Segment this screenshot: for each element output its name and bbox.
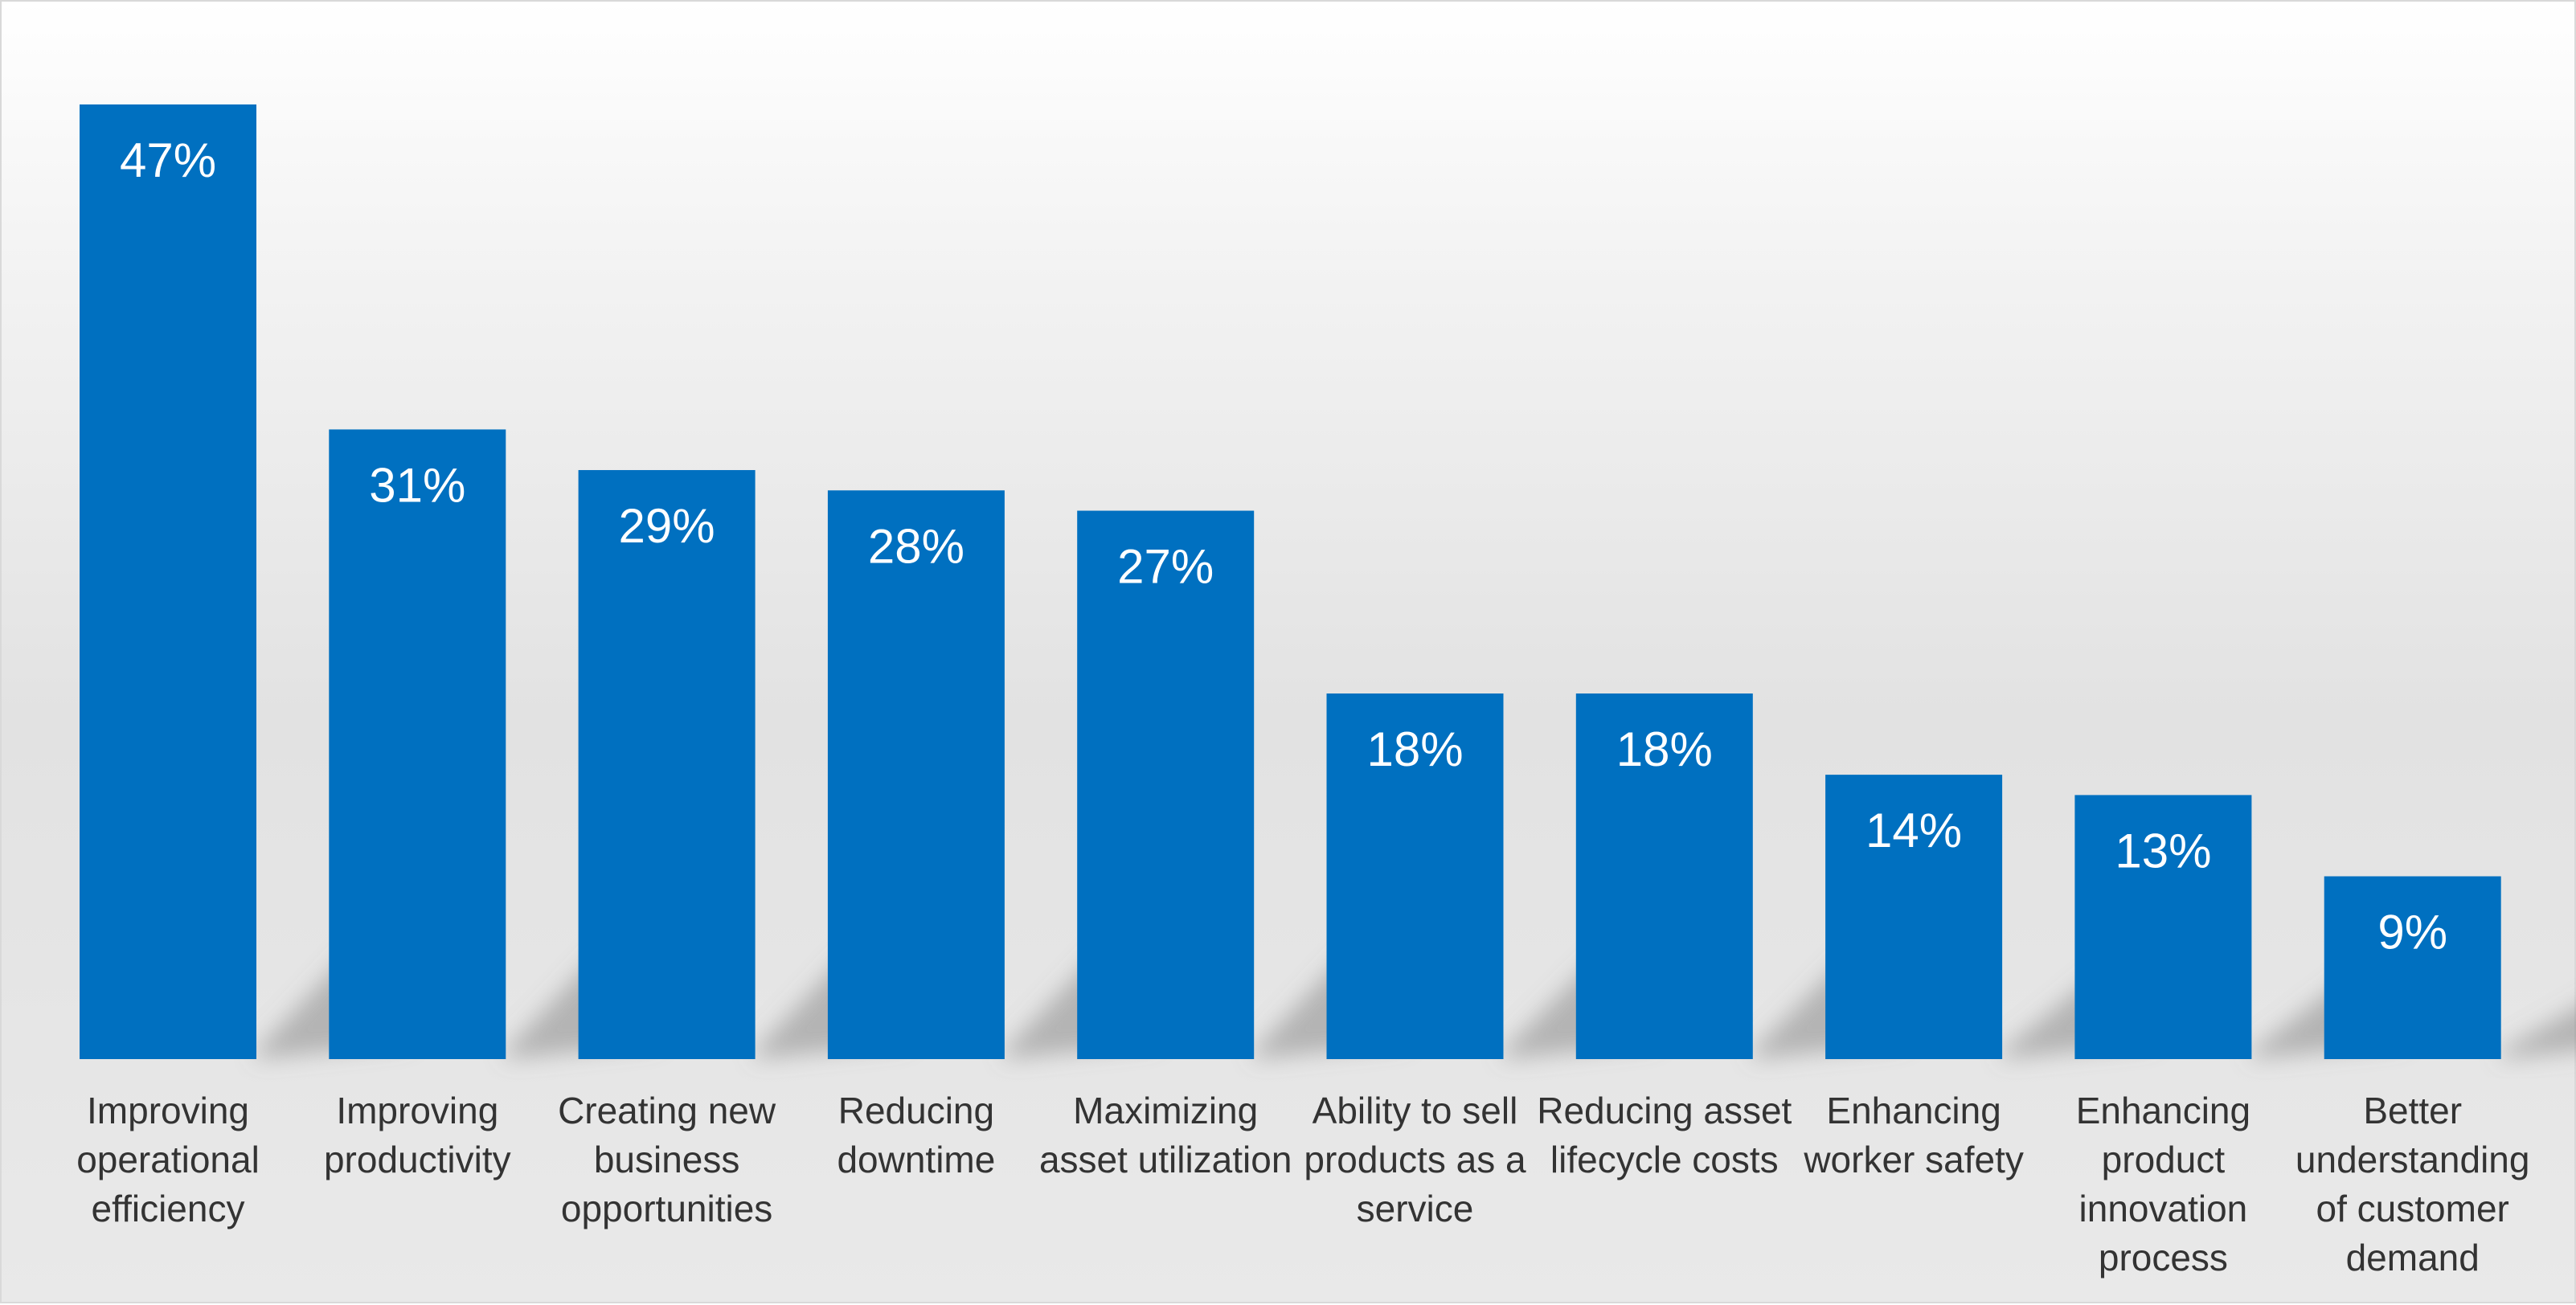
category-label-line: product	[2102, 1139, 2226, 1180]
category-labels-group: Improving operational efficiency Improving p…	[76, 1090, 2529, 1278]
category-label-line: Reducing	[838, 1090, 994, 1131]
category-label: Reducing downtime	[837, 1090, 995, 1180]
bar-value-label: 47%	[120, 133, 216, 187]
category-label: Enhancing product innovation process	[2076, 1090, 2250, 1278]
category-label: Enhancing worker safety	[1803, 1090, 2024, 1180]
category-label: Improving operational efficiency	[76, 1090, 260, 1229]
category-label-line: Improving	[336, 1090, 498, 1131]
bar-9	[2074, 795, 2252, 1059]
category-label-line: innovation	[2079, 1188, 2248, 1229]
bar-10	[2324, 876, 2501, 1059]
category-label-line: Enhancing	[2076, 1090, 2250, 1131]
category-label-line: opportunities	[561, 1188, 772, 1229]
category-label-line: Better	[2363, 1090, 2462, 1131]
category-label-line: Maximizing	[1073, 1090, 1258, 1131]
bar-value-label: 14%	[1865, 804, 1962, 857]
category-label-line: lifecycle costs	[1550, 1139, 1779, 1180]
value-labels-group: 47% 31% 29% 28% 27% 18% 18% 14% 13% 9%	[120, 133, 2447, 959]
bar-value-label: 27%	[1117, 540, 1214, 594]
category-label: Ability to sell products as a service	[1304, 1090, 1526, 1229]
category-label: Creating new business opportunities	[558, 1090, 776, 1229]
category-label-line: Creating new	[558, 1090, 776, 1131]
category-label-line: of customer	[2316, 1188, 2509, 1229]
category-label: Maximizing asset utilization	[1039, 1090, 1292, 1180]
bar-value-label: 13%	[2115, 824, 2211, 878]
bar-8	[1825, 775, 2003, 1059]
category-label-line: Reducing asset	[1537, 1090, 1792, 1131]
category-label-line: understanding	[2295, 1139, 2530, 1180]
bar-1	[80, 104, 256, 1059]
category-label: Reducing asset lifecycle costs	[1537, 1090, 1792, 1180]
bar-value-label: 31%	[369, 458, 465, 512]
bar-3	[578, 469, 756, 1059]
category-label-line: service	[1357, 1188, 1474, 1229]
bar-4	[827, 490, 1005, 1059]
category-label-line: products as a	[1304, 1139, 1526, 1180]
category-label-line: Enhancing	[1826, 1090, 2001, 1131]
bar-shadow	[2500, 1008, 2576, 1059]
category-label-line: Ability to sell	[1313, 1090, 1518, 1131]
category-label-line: operational	[76, 1139, 260, 1180]
category-label-line: asset utilization	[1039, 1139, 1292, 1180]
category-label-line: process	[2099, 1237, 2228, 1278]
bar-5	[1077, 510, 1255, 1059]
category-label-line: Improving	[87, 1090, 249, 1131]
bar-value-label: 18%	[1616, 722, 1713, 776]
bar-2	[329, 429, 506, 1059]
bars-group	[80, 104, 2501, 1059]
bar-value-label: 29%	[619, 499, 715, 553]
category-label-line: worker safety	[1803, 1139, 2024, 1180]
bar-6	[1326, 693, 1504, 1059]
category-label: Better understanding of customer demand	[2295, 1090, 2530, 1278]
category-label-line: business	[594, 1139, 740, 1180]
category-label-line: productivity	[324, 1139, 511, 1180]
category-label-line: downtime	[837, 1139, 995, 1180]
bar-value-label: 9%	[2377, 906, 2447, 959]
bar-7	[1575, 693, 1753, 1059]
category-label-line: efficiency	[92, 1188, 245, 1229]
category-label-line: demand	[2346, 1237, 2480, 1278]
bar-value-label: 18%	[1366, 722, 1463, 776]
bar-value-label: 28%	[868, 519, 964, 573]
category-label: Improving productivity	[324, 1090, 511, 1180]
